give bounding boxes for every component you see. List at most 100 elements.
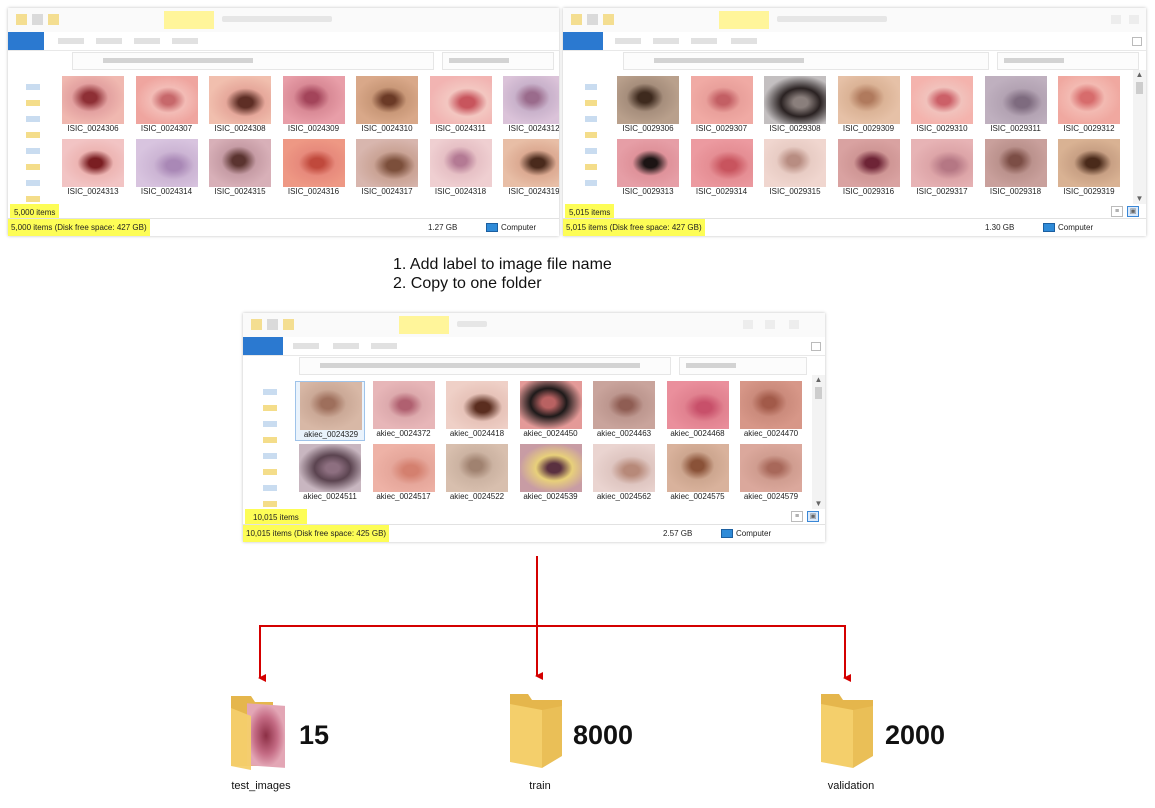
scrollbar[interactable]: ▲ ▼ (812, 375, 825, 509)
ribbon-tab[interactable] (96, 38, 122, 44)
scroll-up-icon[interactable]: ▲ (814, 375, 823, 384)
thumbnail-tile[interactable]: ISIC_0029307 (687, 76, 757, 136)
scroll-up-icon[interactable]: ▲ (1135, 70, 1144, 79)
thumbnail-tile[interactable]: ISIC_0024307 (132, 76, 202, 136)
thumbnail-tile[interactable]: akiec_0024470 (736, 381, 806, 441)
scroll-thumb[interactable] (815, 387, 822, 399)
thumbnail-tile[interactable]: ISIC_0029317 (907, 139, 977, 199)
quick-access-icon[interactable] (32, 14, 43, 25)
thumbnail-tile[interactable]: ISIC_0029309 (834, 76, 904, 136)
thumbnail-tile[interactable]: akiec_0024329 (295, 381, 365, 441)
thumbnail-tile[interactable]: akiec_0024450 (516, 381, 586, 441)
file-tab[interactable] (243, 337, 283, 355)
skin-lesion-thumbnail (617, 139, 679, 187)
close-button[interactable] (789, 320, 799, 329)
thumbnail-tile[interactable]: ISIC_0024309 (279, 76, 349, 136)
ribbon-tab[interactable] (653, 38, 679, 44)
thumbnail-tile[interactable]: akiec_0024372 (369, 381, 439, 441)
thumbnail-tile[interactable]: ISIC_0029315 (760, 139, 830, 199)
thumbnail-tile[interactable]: ISIC_0024318 (426, 139, 496, 199)
thumbnail-tile[interactable]: akiec_0024511 (295, 444, 365, 504)
address-bar[interactable] (623, 52, 989, 70)
ribbon-tab[interactable] (371, 343, 397, 349)
thumbnail-tile[interactable]: akiec_0024539 (516, 444, 586, 504)
thumbnail-tile[interactable]: ISIC_0024313 (58, 139, 128, 199)
ribbon-tab[interactable] (58, 38, 84, 44)
navigation-pane[interactable] (563, 70, 607, 208)
thumbnail-tile[interactable]: ISIC_0024310 (352, 76, 422, 136)
thumbnail-tile[interactable]: ISIC_0024315 (205, 139, 275, 199)
search-box[interactable] (997, 52, 1139, 70)
search-box[interactable] (679, 357, 807, 375)
thumbnail-tile[interactable]: akiec_0024468 (663, 381, 733, 441)
large-icons-view-icon[interactable]: ▣ (1127, 206, 1139, 217)
quick-access-icon[interactable] (283, 319, 294, 330)
navigation-pane[interactable] (243, 375, 289, 513)
ribbon-tab[interactable] (172, 38, 198, 44)
quick-access-icon[interactable] (587, 14, 598, 25)
file-tab[interactable] (563, 32, 603, 50)
folder-test-images[interactable] (229, 690, 291, 777)
large-icons-view-icon[interactable]: ▣ (807, 511, 819, 522)
folder-validation[interactable] (819, 690, 875, 775)
ribbon-tab[interactable] (134, 38, 160, 44)
scroll-thumb[interactable] (1136, 82, 1143, 94)
scroll-down-icon[interactable]: ▼ (814, 499, 823, 508)
thumbnail-tile[interactable]: akiec_0024418 (442, 381, 512, 441)
quick-access-icon[interactable] (267, 319, 278, 330)
scrollbar[interactable]: ▲ ▼ (1133, 70, 1146, 204)
quick-access-icon[interactable] (571, 14, 582, 25)
chevron-down-icon[interactable] (811, 342, 821, 351)
thumbnail-tile[interactable]: ISIC_0029312 (1054, 76, 1124, 136)
file-tab[interactable] (8, 32, 44, 50)
ribbon-tab[interactable] (615, 38, 641, 44)
contextual-tab-highlight[interactable] (399, 316, 449, 334)
thumbnail-tile[interactable]: ISIC_0029311 (981, 76, 1051, 136)
thumbnail-tile[interactable]: akiec_0024463 (589, 381, 659, 441)
thumbnail-tile[interactable]: ISIC_0024317 (352, 139, 422, 199)
thumbnail-tile[interactable]: ISIC_0024308 (205, 76, 275, 136)
thumbnail-tile[interactable]: ISIC_0029306 (613, 76, 683, 136)
chevron-down-icon[interactable] (1132, 37, 1142, 46)
thumbnail-tile[interactable]: akiec_0024562 (589, 444, 659, 504)
quick-access-icon[interactable] (251, 319, 262, 330)
contextual-tab-highlight[interactable] (164, 11, 214, 29)
quick-access-icon[interactable] (48, 14, 59, 25)
thumbnail-tile[interactable]: ISIC_0029314 (687, 139, 757, 199)
details-view-icon[interactable]: ≡ (791, 511, 803, 522)
thumbnail-tile[interactable]: ISIC_0024306 (58, 76, 128, 136)
quick-access-icon[interactable] (16, 14, 27, 25)
thumbnail-tile[interactable]: ISIC_0024316 (279, 139, 349, 199)
thumbnail-tile[interactable]: ISIC_0024312 (499, 76, 559, 136)
thumbnail-tile[interactable]: ISIC_0029313 (613, 139, 683, 199)
address-bar[interactable] (72, 52, 434, 70)
scroll-down-icon[interactable]: ▼ (1135, 194, 1144, 203)
thumbnail-tile[interactable]: ISIC_0029318 (981, 139, 1051, 199)
thumbnail-tile[interactable]: akiec_0024575 (663, 444, 733, 504)
ribbon-tab[interactable] (333, 343, 359, 349)
ribbon-tab[interactable] (293, 343, 319, 349)
address-bar[interactable] (299, 357, 671, 375)
navigation-pane[interactable] (8, 70, 54, 208)
contextual-tab-highlight[interactable] (719, 11, 769, 29)
thumbnail-tile[interactable]: akiec_0024517 (369, 444, 439, 504)
thumbnail-tile[interactable]: akiec_0024522 (442, 444, 512, 504)
ribbon-tab[interactable] (731, 38, 757, 44)
folder-train[interactable] (508, 690, 564, 775)
details-view-icon[interactable]: ≡ (1111, 206, 1123, 217)
thumbnail-tile[interactable]: akiec_0024579 (736, 444, 806, 504)
thumbnail-tile[interactable]: ISIC_0029310 (907, 76, 977, 136)
search-box[interactable] (442, 52, 554, 70)
ribbon-tab[interactable] (691, 38, 717, 44)
thumbnail-tile[interactable]: ISIC_0024311 (426, 76, 496, 136)
thumbnail-tile[interactable]: ISIC_0029316 (834, 139, 904, 199)
minimize-button[interactable] (743, 320, 753, 329)
thumbnail-tile[interactable]: ISIC_0024314 (132, 139, 202, 199)
close-button[interactable] (1129, 15, 1139, 24)
thumbnail-tile[interactable]: ISIC_0029308 (760, 76, 830, 136)
minimize-button[interactable] (1111, 15, 1121, 24)
thumbnail-tile[interactable]: ISIC_0029319 (1054, 139, 1124, 199)
maximize-button[interactable] (765, 320, 775, 329)
thumbnail-tile[interactable]: ISIC_0024319 (499, 139, 559, 199)
quick-access-icon[interactable] (603, 14, 614, 25)
